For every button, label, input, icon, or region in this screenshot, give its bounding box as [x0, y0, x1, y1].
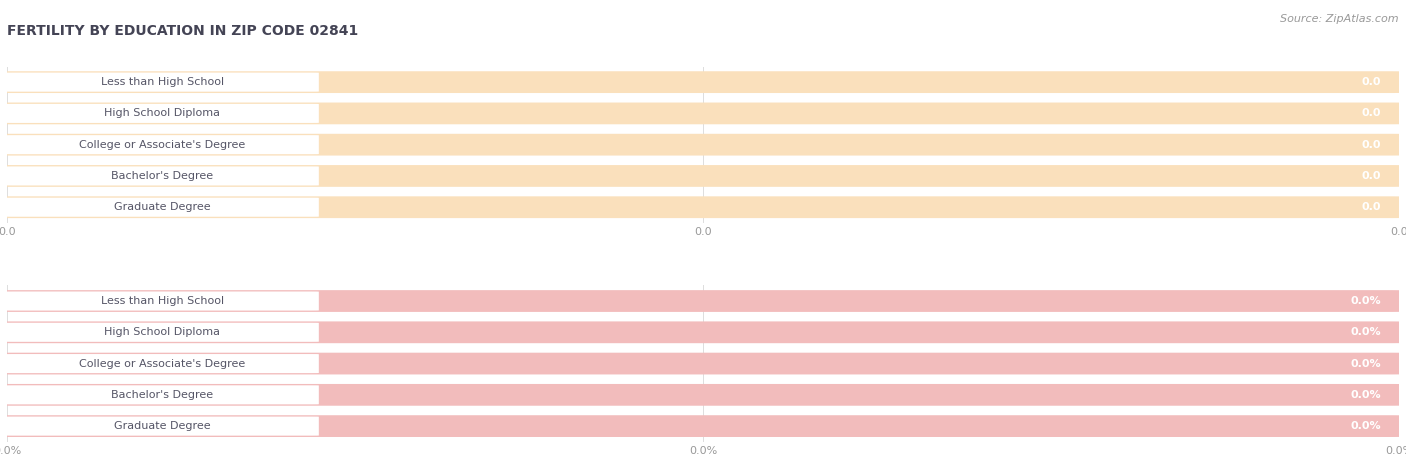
- Text: 0.0%: 0.0%: [1350, 296, 1381, 306]
- FancyBboxPatch shape: [6, 104, 319, 123]
- Text: Bachelor's Degree: Bachelor's Degree: [111, 390, 214, 400]
- Text: 0.0%: 0.0%: [1350, 390, 1381, 400]
- Text: Less than High School: Less than High School: [101, 77, 224, 87]
- Text: 0.0%: 0.0%: [1350, 421, 1381, 431]
- Text: Bachelor's Degree: Bachelor's Degree: [111, 171, 214, 181]
- FancyBboxPatch shape: [0, 415, 1403, 437]
- FancyBboxPatch shape: [0, 353, 1403, 374]
- FancyBboxPatch shape: [0, 71, 1403, 93]
- FancyBboxPatch shape: [6, 166, 319, 185]
- Text: Graduate Degree: Graduate Degree: [114, 421, 211, 431]
- Text: 0.0%: 0.0%: [1350, 359, 1381, 369]
- Text: 0.0: 0.0: [1361, 108, 1381, 118]
- FancyBboxPatch shape: [0, 384, 1403, 406]
- FancyBboxPatch shape: [6, 135, 319, 154]
- Text: FERTILITY BY EDUCATION IN ZIP CODE 02841: FERTILITY BY EDUCATION IN ZIP CODE 02841: [7, 24, 359, 38]
- FancyBboxPatch shape: [6, 354, 319, 373]
- FancyBboxPatch shape: [0, 103, 1403, 124]
- FancyBboxPatch shape: [6, 417, 319, 436]
- Text: 0.0: 0.0: [1361, 140, 1381, 150]
- FancyBboxPatch shape: [0, 322, 1403, 343]
- FancyBboxPatch shape: [0, 165, 1403, 187]
- Text: Source: ZipAtlas.com: Source: ZipAtlas.com: [1281, 14, 1399, 24]
- FancyBboxPatch shape: [6, 198, 319, 217]
- Text: 0.0: 0.0: [1361, 77, 1381, 87]
- FancyBboxPatch shape: [6, 73, 319, 92]
- FancyBboxPatch shape: [6, 385, 319, 404]
- FancyBboxPatch shape: [0, 196, 1403, 218]
- Text: 0.0: 0.0: [1361, 202, 1381, 212]
- Text: 0.0: 0.0: [1361, 171, 1381, 181]
- Text: College or Associate's Degree: College or Associate's Degree: [79, 359, 246, 369]
- Text: High School Diploma: High School Diploma: [104, 327, 221, 337]
- Text: College or Associate's Degree: College or Associate's Degree: [79, 140, 246, 150]
- Text: Graduate Degree: Graduate Degree: [114, 202, 211, 212]
- FancyBboxPatch shape: [0, 134, 1403, 155]
- FancyBboxPatch shape: [6, 292, 319, 311]
- Text: Less than High School: Less than High School: [101, 296, 224, 306]
- FancyBboxPatch shape: [6, 323, 319, 342]
- FancyBboxPatch shape: [0, 290, 1403, 312]
- Text: High School Diploma: High School Diploma: [104, 108, 221, 118]
- Text: 0.0%: 0.0%: [1350, 327, 1381, 337]
